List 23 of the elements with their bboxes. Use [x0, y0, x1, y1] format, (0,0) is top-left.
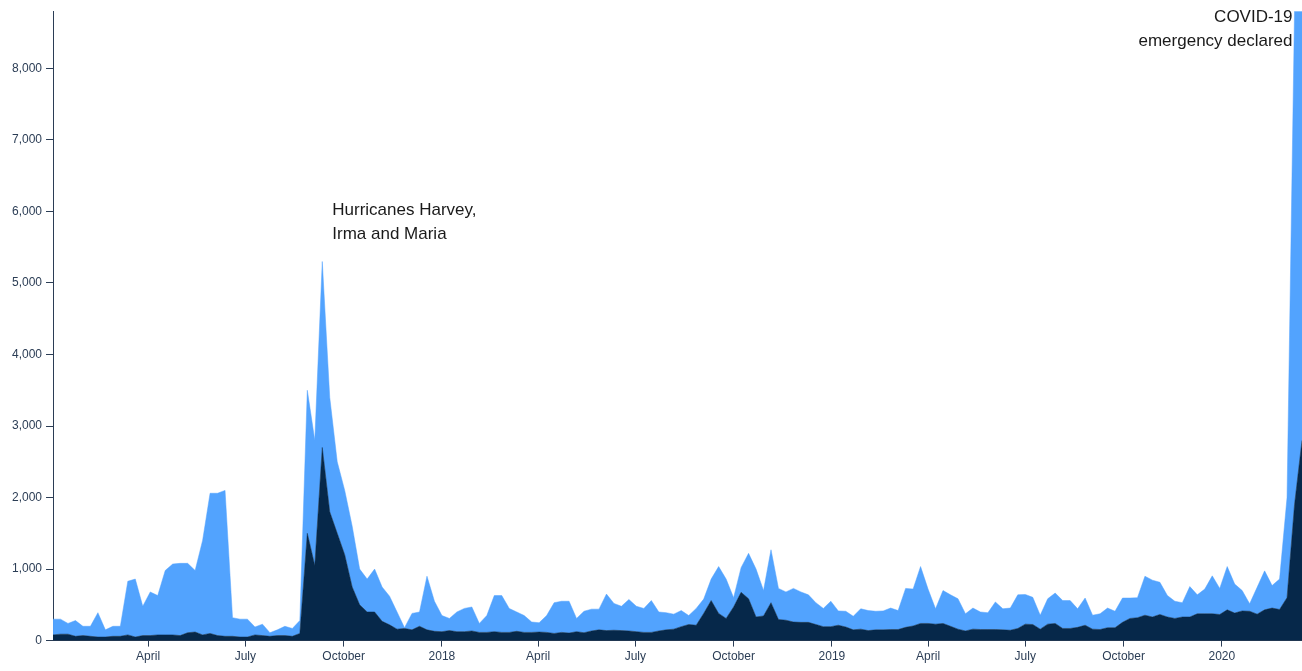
x-tick-label: October — [712, 649, 755, 664]
x-tick-label: 2019 — [818, 649, 846, 664]
y-tick-label: 8,000 — [12, 60, 43, 75]
y-tick-label: 6,000 — [12, 203, 43, 218]
annotation: Hurricanes Harvey, Irma and Maria — [332, 199, 477, 243]
x-tick-label: 2018 — [428, 649, 456, 664]
x-tick-label: 2020 — [1208, 649, 1236, 664]
x-tick-label: July — [624, 649, 646, 664]
x-tick-label: April — [526, 649, 551, 664]
x-tick-label: October — [1102, 649, 1145, 664]
x-tick-label: April — [916, 649, 941, 664]
annotation: COVID-19 emergency declared — [1138, 7, 1293, 51]
y-tick-label: 7,000 — [12, 132, 43, 147]
y-tick-label: 0 — [35, 632, 43, 647]
y-tick-label: 2,000 — [12, 489, 43, 504]
y-tick-label: 3,000 — [12, 418, 43, 433]
y-tick-label: 4,000 — [12, 346, 43, 361]
x-tick-label: July — [234, 649, 257, 664]
y-tick-label: 1,000 — [12, 561, 43, 576]
x-tick-label: July — [1014, 649, 1036, 664]
y-tick-label: 5,000 — [12, 275, 43, 290]
x-tick-label: October — [322, 649, 365, 664]
x-tick-label: April — [136, 649, 161, 664]
